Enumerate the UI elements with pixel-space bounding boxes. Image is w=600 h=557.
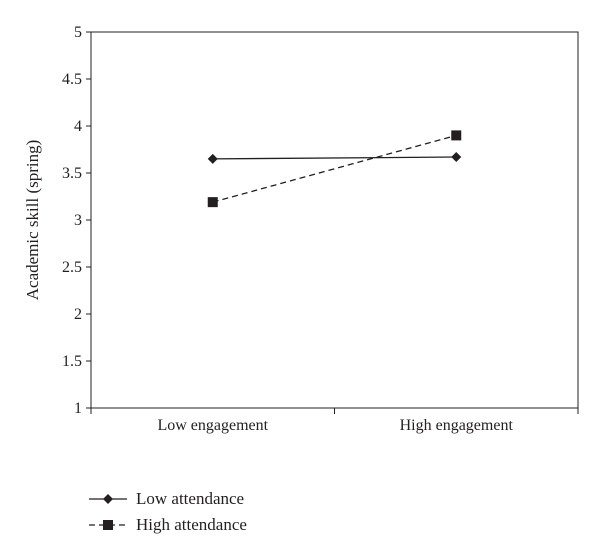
legend: Low attendance High attendance	[88, 486, 247, 538]
x-axis: Low engagement High engagement	[90, 408, 579, 434]
x-tick-label: Low engagement	[157, 417, 268, 434]
data-point-diamond	[207, 153, 218, 164]
y-tick-label: 5	[74, 24, 82, 41]
series-line-0	[212, 156, 457, 160]
data-point-diamond	[451, 152, 462, 163]
y-tick-label: 3	[74, 212, 82, 229]
diamond-marker-icon	[89, 494, 127, 504]
x-tick-label: High engagement	[400, 417, 514, 434]
legend-label: High attendance	[136, 515, 247, 534]
y-tick-label: 4	[74, 118, 82, 135]
y-tick-label: 4.5	[62, 71, 82, 88]
y-tick-label: 2.5	[62, 259, 82, 276]
series-line-1	[212, 134, 457, 203]
y-tick-label: 1.5	[62, 353, 82, 370]
y-tick-label: 2	[74, 306, 82, 323]
data-point-square	[207, 197, 218, 208]
y-tick-label: 3.5	[62, 165, 82, 182]
legend-label: Low attendance	[136, 489, 245, 508]
data-point-square	[451, 130, 462, 141]
y-tick-label: 1	[74, 400, 82, 417]
plot-area-frame	[90, 31, 579, 409]
y-axis: 1 1.5 2 2.5 3 3.5 4 4.5 5	[62, 24, 91, 417]
legend-item-high-attendance: High attendance	[88, 512, 247, 538]
series-layer	[207, 130, 462, 208]
legend-item-low-attendance: Low attendance	[88, 486, 247, 512]
square-marker-icon	[89, 520, 127, 530]
y-axis-title: Academic skill (spring)	[23, 140, 42, 301]
